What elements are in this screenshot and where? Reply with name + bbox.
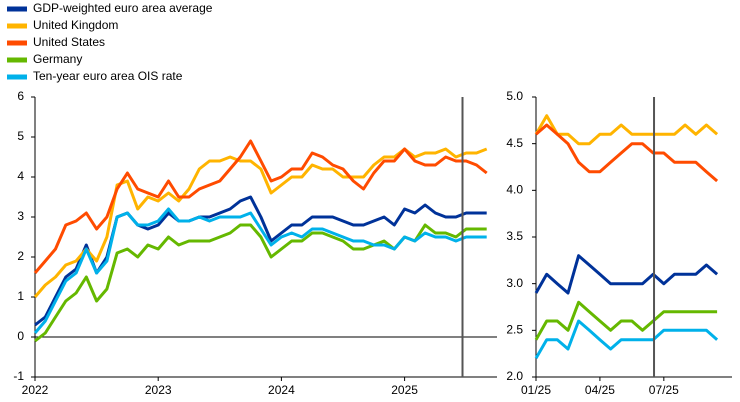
y-tick-label: 6 [17,89,24,103]
series-line [34,195,487,327]
y-tick-label: 4.5 [506,136,523,150]
x-tick-label: 2023 [145,383,172,397]
legend-label: GDP-weighted euro area average [33,1,213,15]
y-tick-label: 0 [17,329,24,343]
y-tick-label: 5 [17,129,24,143]
legend-label: Germany [33,52,82,66]
y-tick-label: 4 [17,169,24,183]
series-line [33,207,487,334]
y-tick-label: 1 [17,289,24,303]
series-line [534,254,719,295]
y-tick-label: -1 [13,369,24,383]
x-tick-label: 2024 [268,383,295,397]
series-line [534,114,719,146]
series-line [33,147,488,298]
y-tick-label: 5.0 [506,89,523,103]
series-line [534,319,719,360]
y-tick-label: 2 [17,249,24,263]
x-tick-label: 04/25 [585,383,615,397]
y-tick-label: 3.0 [506,276,523,290]
y-tick-label: 2.0 [506,369,523,383]
y-tick-label: 3 [17,209,24,223]
x-tick-label: 07/25 [649,383,679,397]
y-tick-label: 3.5 [506,229,523,243]
legend-label: United States [33,35,105,49]
x-tick-label: 2022 [22,383,49,397]
x-tick-label: 01/25 [521,383,551,397]
series-line [33,139,488,274]
series-line [534,300,718,341]
y-tick-label: 4.0 [506,183,523,197]
y-tick-label: 2.5 [506,323,523,337]
x-tick-label: 2025 [391,383,418,397]
legend-label: Ten-year euro area OIS rate [33,69,183,83]
series-line [34,223,487,343]
series-line [535,123,719,183]
legend-label: United Kingdom [33,18,118,32]
